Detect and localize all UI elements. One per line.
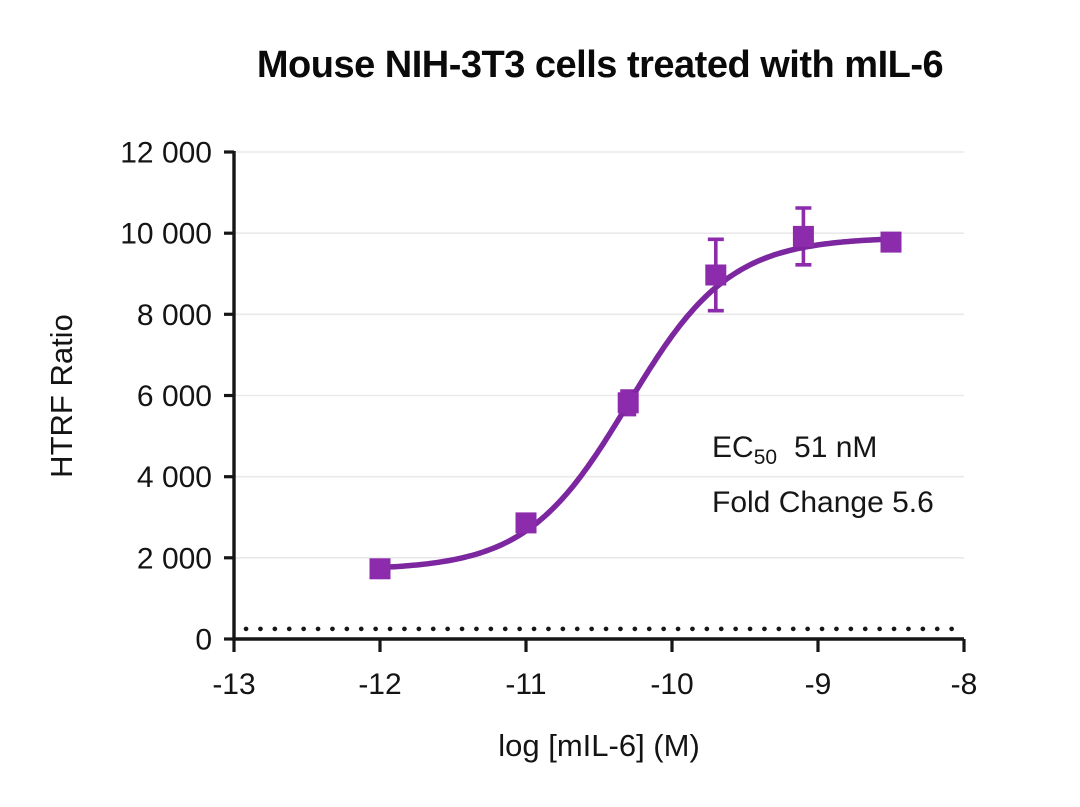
ec50-label: EC	[712, 431, 754, 464]
y-tick-label: 4 000	[137, 461, 212, 494]
fold-change-annotation: Fold Change 5.6	[712, 486, 934, 519]
ec50-subscript: 50	[753, 446, 778, 469]
fit-curve	[377, 236, 894, 571]
ec50-annotation: EC50 51 nM	[712, 431, 878, 468]
data-point-marker	[880, 231, 902, 253]
x-tick-label: -8	[951, 668, 978, 701]
data-point-marker	[617, 392, 639, 414]
x-tick-label: -10	[650, 668, 693, 701]
x-tick-label: -9	[805, 668, 832, 701]
data-point-marker	[792, 225, 814, 247]
ec50-value: 51 nM	[794, 431, 878, 464]
y-tick-label: 12 000	[120, 137, 212, 170]
x-tick-label: -11	[505, 668, 546, 701]
y-tick-label: 8 000	[137, 299, 212, 332]
x-tick-label: -12	[358, 668, 401, 701]
data-point-marker	[515, 512, 537, 534]
y-tick-label: 0	[195, 624, 212, 657]
y-tick-label: 10 000	[120, 218, 212, 251]
x-axis-title: log [mIL-6] (M)	[498, 728, 700, 763]
y-tick-label: 6 000	[137, 380, 212, 413]
y-tick-label: 2 000	[137, 542, 212, 575]
x-tick-label: -13	[212, 668, 255, 701]
data-point-marker	[705, 264, 727, 286]
chart-title: Mouse NIH-3T3 cells treated with mIL-6	[256, 44, 944, 86]
data-point-marker	[369, 558, 391, 580]
